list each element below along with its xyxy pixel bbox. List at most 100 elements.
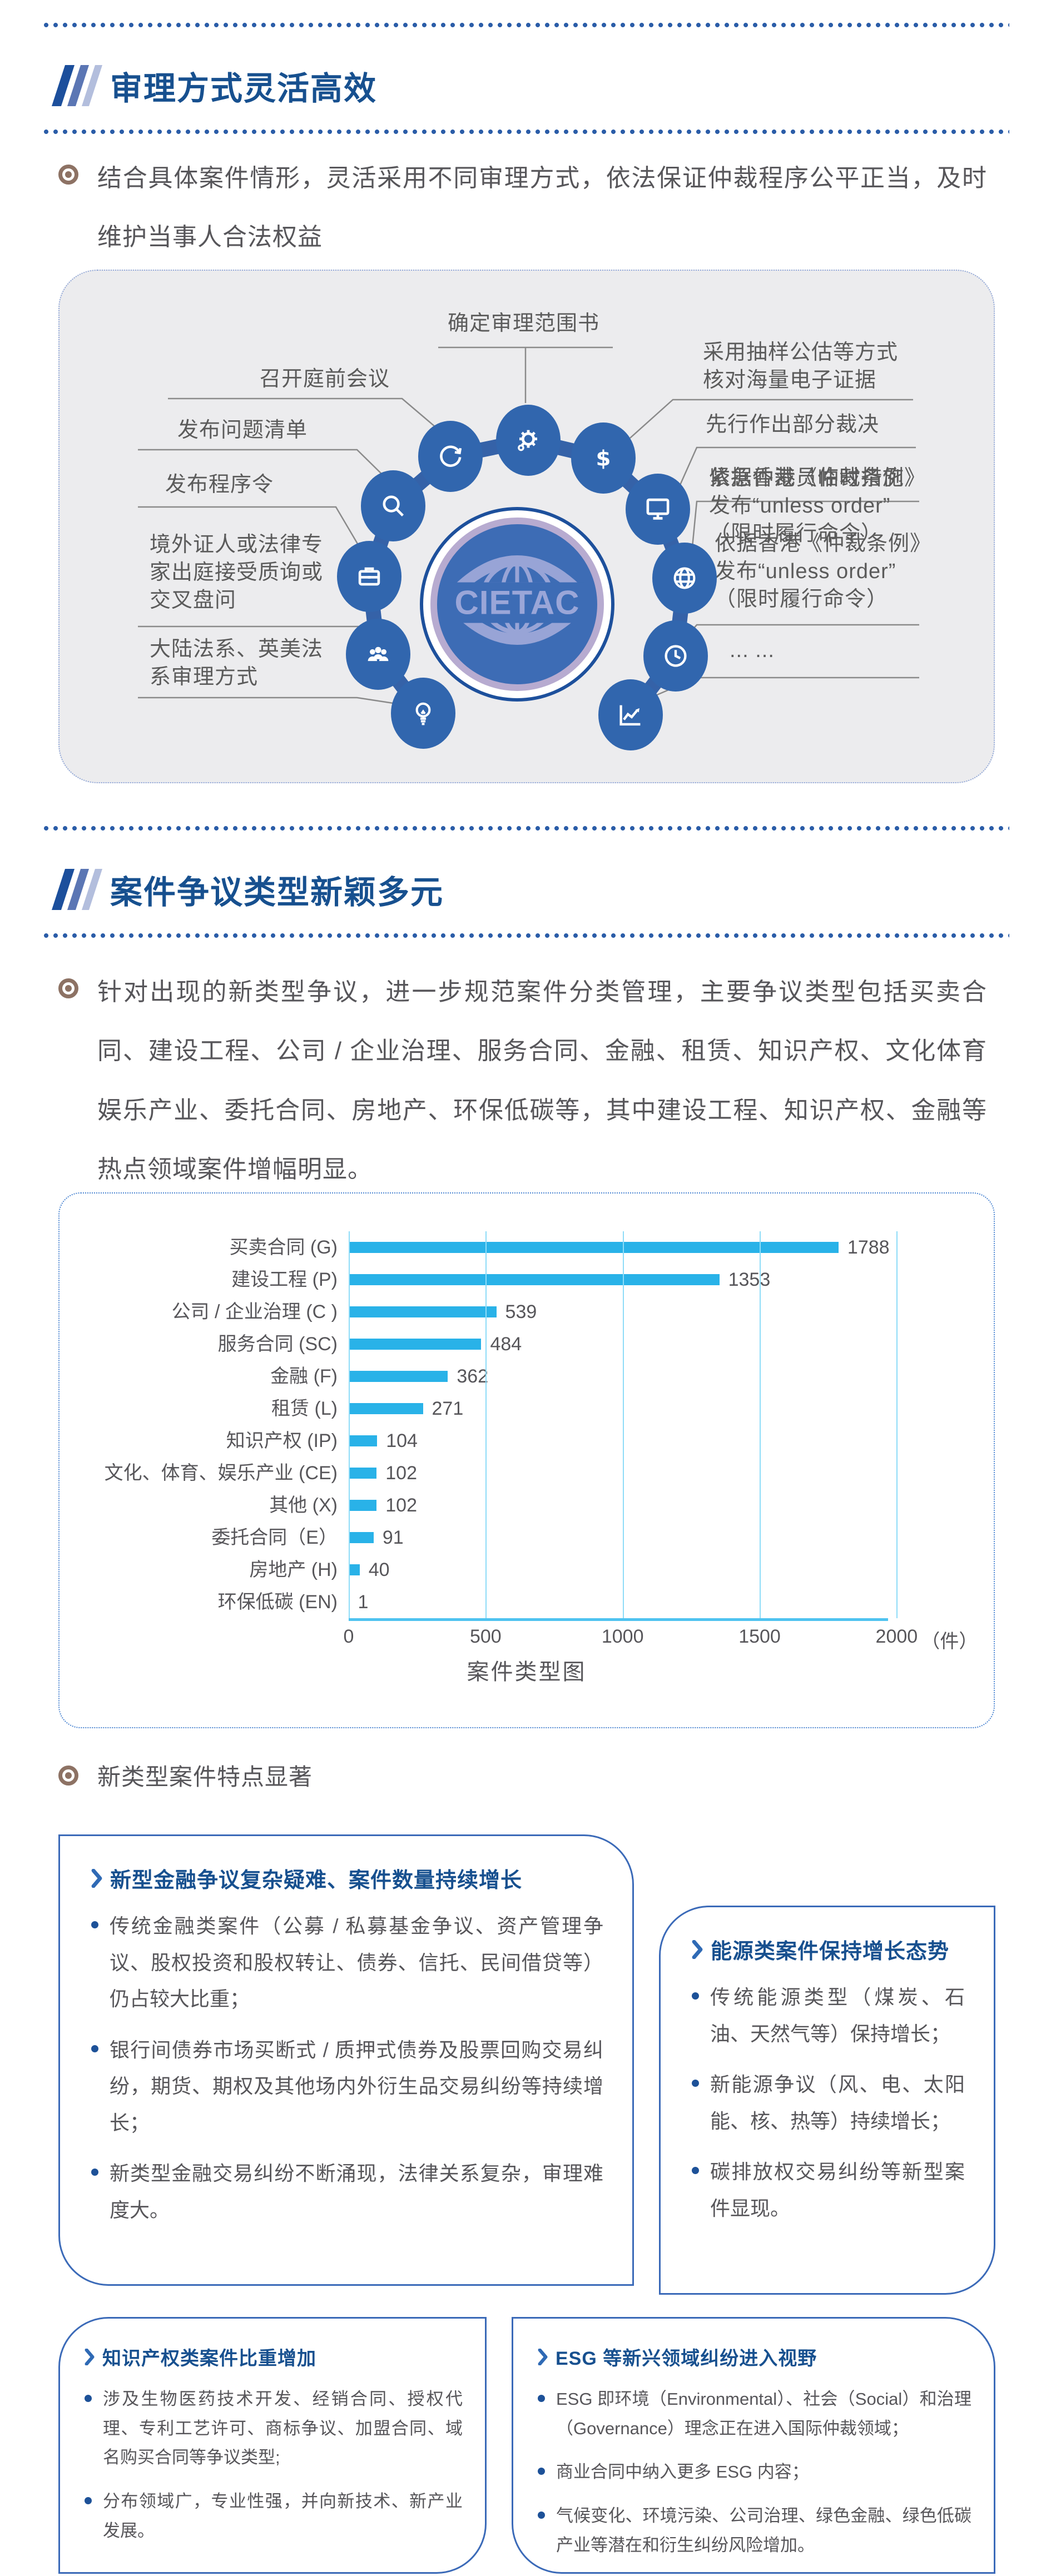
search-icon (361, 470, 425, 541)
dotted-divider (42, 825, 1009, 831)
cietac-logo: CIETAC (430, 518, 604, 691)
features-heading-row: 新类型案件特点显著 (58, 1761, 998, 1794)
gear-icon (496, 405, 561, 476)
diagram-label: 依据香港《仲裁条例》 发布“unless order” （限时履行命令） (709, 466, 926, 546)
bullet-dot-icon (692, 2167, 699, 2175)
card-new-financial-disputes: 新型金融争议复杂疑难、案件数量持续增长 传统金融类案件（公募 / 私募基金争议、… (58, 1834, 634, 2286)
x-tick-label: 500 (469, 1626, 502, 1647)
x-tick-label: 2000 (875, 1626, 918, 1647)
chart-category-label: 其他 (X) (269, 1495, 338, 1516)
card-title: 知识产权类案件比重增加 (102, 2348, 316, 2369)
gridline (622, 1231, 624, 1618)
dotted-divider (42, 22, 1009, 28)
briefcase-icon (337, 541, 401, 612)
card-bullet-item: 气候变化、环境污染、公司治理、绿色金融、绿色低碳产业等潜在和衍生纠纷风险增加。 (538, 2502, 971, 2560)
card-bullet-item: 碳排放权交易纠纷等新型案件显现。 (692, 2154, 965, 2226)
card-bullet-item: 新能源争议（风、电、太阳能、核、热等）持续增长； (692, 2066, 965, 2139)
chart-bars: 1788 1353 539 484 362 271 104 102 102 91 40 1 (349, 1231, 910, 1621)
chart-category-label: 租赁 (L) (271, 1398, 338, 1419)
card-bullet-list: 传统金融类案件（公募 / 私募基金争议、资产管理争议、股权投资和股权转让、债券、… (91, 1908, 603, 2228)
diagram-label-unless-order: 依据香港《仲裁条例》 发布“unless order” （限时履行命令） (715, 532, 932, 611)
card-title: 能源类案件保持增长态势 (711, 1940, 950, 1963)
chart-bar-row: 271 (349, 1393, 910, 1425)
chart-category-label: 委托合同（E） (211, 1527, 338, 1548)
card-title-row: 新型金融争议复杂疑难、案件数量持续增长 (91, 1863, 603, 1893)
bullet-dot-icon (91, 1921, 98, 1928)
x-tick-label: 0 (343, 1626, 354, 1647)
bar-value-label: 1353 (728, 1269, 771, 1290)
chart-category-label: 服务合同 (SC) (217, 1334, 338, 1355)
chart-bar-row: 484 (349, 1328, 910, 1360)
chart-bar-row: 91 (349, 1521, 910, 1554)
diagram-label: 确定审理范围书 (448, 312, 600, 335)
bar-value-label: 1788 (847, 1237, 890, 1258)
people-icon (346, 619, 410, 690)
card-bullet-item: 银行间债券市场买断式 / 质押式债券及股票回购交易纠纷，期货、期权及其他场内外衍… (91, 2032, 603, 2141)
section-title: 案件争议类型新颖多元 (110, 874, 444, 911)
chart-bar-row: 1788 (349, 1231, 910, 1264)
chart-bar-row: 102 (349, 1457, 910, 1489)
card-bullet-text: 传统能源类型（煤炭、石油、天然气等）保持增长； (710, 1986, 965, 2045)
bar-value-label: 40 (368, 1559, 390, 1580)
section-header-2: 案件争议类型新颖多元 (51, 866, 444, 913)
ring-bullet-icon (58, 1766, 78, 1786)
dollar-icon: $ (571, 422, 636, 494)
card-title-row: 知识产权类案件比重增加 (85, 2343, 463, 2370)
chart-category-label: 买卖合同 (G) (229, 1237, 338, 1258)
card-bullet-item: 传统能源类型（煤炭、石油、天然气等）保持增长； (692, 1979, 965, 2052)
lightbulb-icon (391, 678, 455, 749)
card-ip-cases: 知识产权类案件比重增加 涉及生物医药技术开发、经销合同、授权代理、专利工艺许可、… (58, 2317, 487, 2574)
bullet-dot-icon (85, 2395, 92, 2402)
bullet-dot-icon (692, 2080, 699, 2087)
diagram-label: 发布程序令 (165, 473, 274, 496)
line-chart-icon (598, 679, 663, 750)
card-energy-cases: 能源类案件保持增长态势 传统能源类型（煤炭、石油、天然气等）保持增长； 新能源争议… (659, 1906, 995, 2295)
chart-category-label: 房地产 (H) (249, 1559, 338, 1580)
card-bullet-item: 商业合同中纳入更多 ESG 内容； (538, 2458, 971, 2487)
cietac-logo-text: CIETAC (450, 582, 584, 623)
diagram-label: 先行作出部分裁决 (706, 413, 880, 436)
bar-value-label: 104 (386, 1430, 418, 1451)
chart-bar-row: 1 (349, 1586, 910, 1618)
chart-category-label: 文化、体育、娱乐产业 (CE) (104, 1463, 338, 1484)
card-title: ESG 等新兴领域纠纷进入视野 (556, 2348, 817, 2369)
diagram-label: 发布问题清单 (177, 419, 308, 442)
chart-category-label: 知识产权 (IP) (226, 1430, 338, 1451)
card-bullet-text: 传统金融类案件（公募 / 私募基金争议、资产管理争议、股权投资和股权转让、债券、… (110, 1914, 603, 2011)
monitor-icon (626, 474, 690, 545)
card-bullet-text: 银行间债券市场买断式 / 质押式债券及股票回购交易纠纷，期货、期权及其他场内外衍… (110, 2038, 603, 2134)
bar-value-label: 102 (385, 1463, 417, 1484)
gridline (485, 1231, 487, 1618)
bar (349, 1339, 482, 1350)
bullet-dot-icon (538, 2468, 545, 2475)
bar (349, 1371, 448, 1382)
gridline (760, 1231, 761, 1618)
card-bullet-item: 传统金融类案件（公募 / 私募基金争议、资产管理争议、股权投资和股权转让、债券、… (91, 1908, 603, 2017)
bar-value-label: 1 (358, 1592, 369, 1613)
chart-category-label: 建设工程 (P) (231, 1269, 338, 1290)
chart-bar-row: 362 (349, 1360, 910, 1393)
chevron-right-icon (538, 2348, 548, 2365)
ring-bullet-icon (58, 165, 78, 185)
bar (349, 1306, 497, 1317)
x-tick-label: 1500 (738, 1626, 781, 1647)
bullet-dot-icon (538, 2512, 545, 2519)
bar-value-label: 539 (505, 1301, 537, 1322)
chart-category-labels: 买卖合同 (G) 建设工程 (P) 公司 / 企业治理 (C ) 服务合同 (SC) 金… (93, 1231, 349, 1659)
x-axis-line (349, 1618, 888, 1621)
chart-plot: 1788 1353 539 484 362 271 104 102 102 91 40 1 0 500 1… (344, 1231, 978, 1659)
chart-bar-row: 104 (349, 1425, 910, 1457)
globe-icon (652, 543, 717, 614)
card-bullet-text: 分布领域广，专业性强，并向新技术、新产业发展。 (103, 2492, 463, 2540)
card-bullet-text: ESG 即环境（Environmental）、社会（Social）和治理（Gov… (556, 2389, 971, 2438)
card-bullet-text: 气候变化、环境污染、公司治理、绿色金融、绿色低碳产业等潜在和衍生纠纷风险增加。 (556, 2506, 971, 2555)
card-bullet-text: 新类型金融交易纠纷不断涌现，法律关系复杂，审理难度大。 (110, 2162, 603, 2221)
card-bullet-text: 碳排放权交易纠纷等新型案件显现。 (710, 2160, 965, 2220)
diagram-label: 境外证人或法律专 家出庭接受质询或 交叉盘问 (150, 533, 324, 613)
card-bullet-list: 涉及生物医药技术开发、经销合同、授权代理、专利工艺许可、商标争议、加盟合同、域名… (85, 2385, 463, 2545)
bar (349, 1242, 839, 1253)
bar (349, 1403, 423, 1414)
card-bullet-text: 涉及生物医药技术开发、经销合同、授权代理、专利工艺许可、商标争议、加盟合同、域名… (103, 2389, 463, 2468)
diagram-label-ellipsis: ... ... (730, 639, 775, 662)
